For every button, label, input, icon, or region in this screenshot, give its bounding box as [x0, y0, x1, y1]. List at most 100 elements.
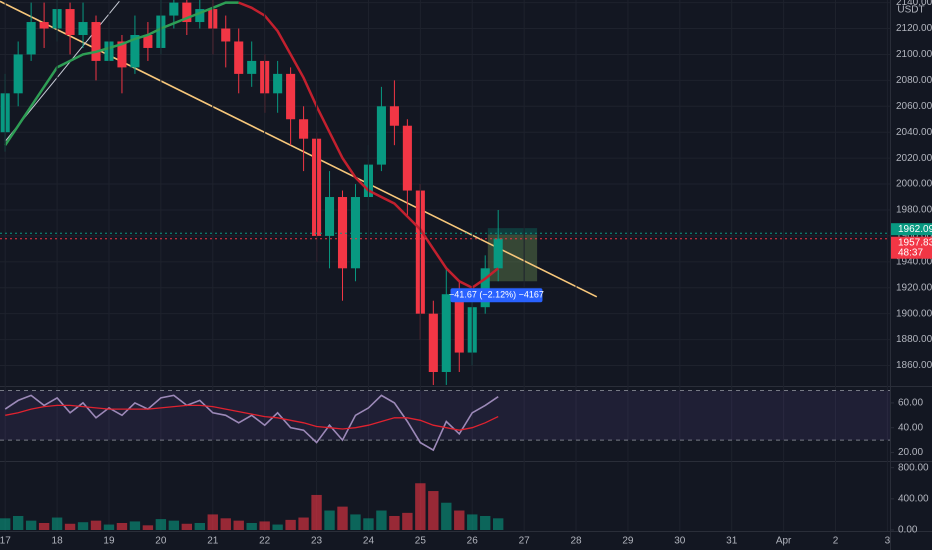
volume-bar — [90, 520, 102, 530]
moving-average — [4, 1, 239, 146]
candle-body — [247, 60, 257, 74]
volume-bar — [415, 483, 426, 530]
volume-bar — [168, 520, 180, 530]
x-tick-label: 26 — [467, 536, 479, 547]
candle-body — [402, 125, 412, 191]
candle-body — [389, 106, 399, 126]
candle-body — [78, 22, 88, 35]
y-tick-label: 1960.00 — [896, 231, 932, 242]
candle-body — [26, 22, 36, 55]
y-tick-label: 2000.00 — [896, 179, 932, 190]
volume-bar — [259, 521, 270, 530]
x-tick-label: 28 — [570, 536, 582, 547]
y-tick-label: 800.00 — [898, 462, 929, 473]
candle-body — [13, 54, 23, 94]
candle-body — [337, 197, 348, 269]
x-tick-label: 3 — [885, 536, 891, 547]
x-tick-label: 18 — [52, 536, 64, 547]
candle-body — [428, 313, 438, 372]
candle-body — [195, 9, 205, 23]
volume-bar — [298, 517, 309, 530]
candle-body — [273, 73, 283, 94]
volume-bar — [363, 518, 374, 530]
candle-body — [299, 119, 309, 139]
volume-bar — [246, 522, 257, 530]
candle-body — [117, 41, 127, 68]
volume-bar — [64, 523, 76, 530]
y-tick-label: 1880.00 — [896, 334, 932, 345]
candle-body — [493, 238, 503, 269]
y-tick-label: 2080.00 — [896, 75, 932, 86]
y-tick-label: 1920.00 — [896, 282, 932, 293]
volume-bar — [207, 514, 218, 530]
countdown: 48:37 — [898, 247, 923, 258]
price-tag-label: 1957.83 — [898, 237, 932, 248]
candle-body — [441, 294, 451, 372]
price-tag — [891, 236, 932, 259]
volume-bar — [142, 525, 154, 530]
candle-body — [480, 268, 490, 308]
x-tick-label: 30 — [674, 536, 686, 547]
volume-bar — [441, 502, 452, 530]
volume-bar — [194, 522, 205, 530]
candle-body — [286, 73, 296, 120]
volume-bar — [272, 524, 283, 530]
x-tick-label: 24 — [363, 536, 375, 547]
candle-body — [234, 41, 244, 74]
position-label: −41.67 (−2.12%) −4167 — [449, 290, 544, 300]
candle-body — [65, 9, 75, 35]
price-pane — [0, 0, 890, 385]
rsi-band — [0, 390, 890, 441]
candle-body — [91, 22, 101, 61]
x-tick-label: Apr — [776, 536, 792, 547]
volume-bar — [389, 515, 400, 530]
x-tick-label: 19 — [103, 536, 115, 547]
x-tick-label: 17 — [0, 536, 11, 547]
volume-bar — [402, 512, 413, 530]
x-tick-label: 29 — [622, 536, 634, 547]
volume-bar — [324, 510, 335, 530]
rsi-ma-line — [5, 404, 499, 431]
candle-body — [454, 294, 464, 353]
volume-bar — [350, 514, 361, 530]
y-tick-label: 40.00 — [898, 422, 923, 433]
price-tag — [891, 223, 932, 236]
volume-bar — [376, 510, 387, 530]
volume-bar — [181, 523, 193, 530]
y-tick-label: 2020.00 — [896, 153, 932, 164]
volume-bar — [129, 521, 141, 530]
position-label-bg — [450, 288, 543, 303]
volume-bar — [467, 514, 478, 530]
y-tick-label: 2120.00 — [896, 23, 932, 34]
y-tick-label: 1900.00 — [896, 308, 932, 319]
volume-bar — [38, 522, 50, 530]
x-tick-label: 20 — [155, 536, 167, 547]
volume-bar — [233, 520, 244, 530]
x-tick-label: 2 — [833, 536, 839, 547]
volume-bar — [103, 524, 115, 530]
volume-bar — [116, 522, 128, 530]
y-tick-label: 2100.00 — [896, 49, 932, 60]
volume-bar — [337, 506, 348, 530]
y-tick-label: 400.00 — [898, 493, 929, 504]
volume-bar — [311, 494, 322, 530]
candle-body — [324, 197, 335, 236]
candle-body — [350, 197, 361, 269]
volume-bar — [0, 518, 11, 530]
y-tick-label: 1860.00 — [896, 360, 932, 371]
volume-bar — [454, 510, 465, 530]
y-tick-label: 1940.00 — [896, 256, 932, 267]
rsi-line — [4, 394, 499, 452]
volume-bar — [77, 522, 89, 530]
price-tag-label: 1962.09 — [898, 224, 932, 235]
x-tick-label: 22 — [259, 536, 271, 547]
volume-bar — [51, 517, 63, 530]
volume-bar — [493, 518, 504, 530]
volume-bar — [12, 515, 24, 530]
volume-bar — [480, 515, 491, 530]
candle-body — [376, 106, 386, 165]
currency-label: USDT — [897, 5, 924, 16]
x-tick-label: 23 — [311, 536, 323, 547]
